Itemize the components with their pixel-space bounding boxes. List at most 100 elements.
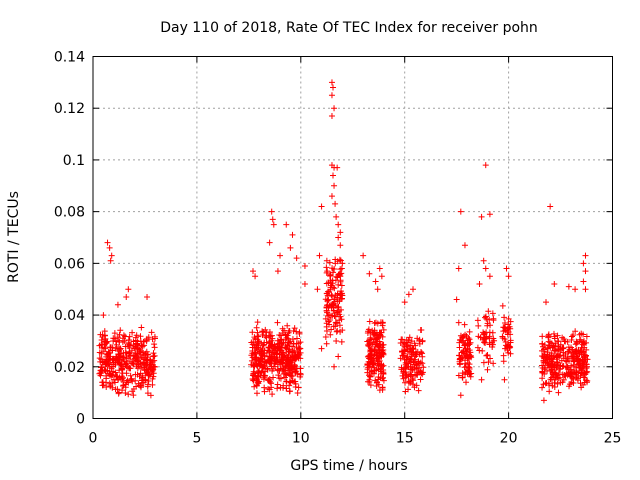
data-point: [545, 331, 552, 338]
data-point: [365, 342, 372, 349]
data-point: [129, 360, 136, 367]
data-point: [252, 372, 259, 379]
data-point: [122, 343, 129, 350]
data-point: [140, 379, 147, 386]
data-point: [328, 326, 335, 333]
data-point: [259, 332, 266, 339]
data-point: [562, 373, 569, 380]
data-point: [403, 372, 410, 379]
data-point: [328, 282, 335, 289]
data-point: [280, 366, 287, 373]
data-point: [265, 344, 272, 351]
data-point: [336, 298, 343, 305]
data-point: [484, 366, 491, 373]
data-point: [339, 260, 346, 267]
data-point: [576, 331, 583, 338]
data-point: [419, 337, 426, 344]
y-tick-label: 0.1: [63, 153, 85, 169]
data-point: [149, 375, 156, 382]
data-point: [292, 380, 299, 387]
data-point: [278, 351, 285, 358]
y-tick-label: 0.02: [54, 360, 85, 376]
data-point: [277, 365, 284, 372]
data-point: [373, 332, 380, 339]
data-point: [277, 375, 284, 382]
data-point: [274, 268, 281, 275]
data-point: [366, 372, 373, 379]
data-point: [328, 292, 335, 299]
data-point: [337, 292, 344, 299]
data-point: [323, 257, 330, 264]
data-point: [113, 341, 120, 348]
data-point: [286, 362, 293, 369]
data-point: [328, 92, 335, 99]
data-point: [293, 255, 300, 262]
x-tick-label: 0: [89, 431, 98, 447]
plot-frame: [92, 56, 613, 419]
data-point: [147, 392, 154, 399]
data-point: [505, 315, 512, 322]
data-point: [368, 336, 375, 343]
data-point: [138, 383, 145, 390]
data-point: [144, 383, 151, 390]
data-point: [330, 172, 337, 179]
data-point: [461, 242, 468, 249]
data-point: [552, 370, 559, 377]
data-point: [255, 344, 262, 351]
data-point: [504, 341, 511, 348]
data-point: [337, 242, 344, 249]
data-point: [491, 337, 498, 344]
data-point: [379, 322, 386, 329]
data-point: [367, 346, 374, 353]
data-point: [252, 354, 259, 361]
data-point: [481, 339, 488, 346]
data-point: [256, 357, 263, 364]
data-point: [401, 299, 408, 306]
y-tick-label: 0.04: [54, 308, 85, 324]
data-point: [580, 278, 587, 285]
data-point: [560, 376, 567, 383]
data-point: [137, 348, 144, 355]
data-point: [114, 301, 121, 308]
data-point: [574, 358, 581, 365]
data-point: [482, 313, 489, 320]
data-point: [333, 213, 340, 220]
data-point: [566, 357, 573, 364]
data-point: [334, 164, 341, 171]
data-point: [258, 369, 265, 376]
data-point: [475, 322, 482, 329]
data-point: [143, 348, 150, 355]
data-point: [574, 339, 581, 346]
data-point: [552, 348, 559, 355]
data-point: [269, 367, 276, 374]
data-point: [568, 336, 575, 343]
data-point: [487, 355, 494, 362]
data-point: [102, 367, 109, 374]
data-point: [264, 365, 271, 372]
data-point: [407, 366, 414, 373]
data-point: [490, 360, 497, 367]
data-point: [294, 365, 301, 372]
data-point: [549, 358, 556, 365]
data-point: [547, 367, 554, 374]
data-point: [330, 84, 337, 91]
data-point: [331, 285, 338, 292]
data-point: [301, 281, 308, 288]
data-point: [122, 390, 129, 397]
data-point: [127, 372, 134, 379]
data-point: [336, 322, 343, 329]
data-point: [466, 347, 473, 354]
data-point: [566, 371, 573, 378]
data-point: [548, 361, 555, 368]
data-point: [573, 364, 580, 371]
data-point: [456, 344, 463, 351]
data-point: [332, 323, 339, 330]
data-point: [583, 333, 590, 340]
data-point: [337, 278, 344, 285]
data-point: [583, 361, 590, 368]
data-point: [404, 339, 411, 346]
data-point: [331, 182, 338, 189]
data-point: [409, 375, 416, 382]
data-point: [547, 339, 554, 346]
